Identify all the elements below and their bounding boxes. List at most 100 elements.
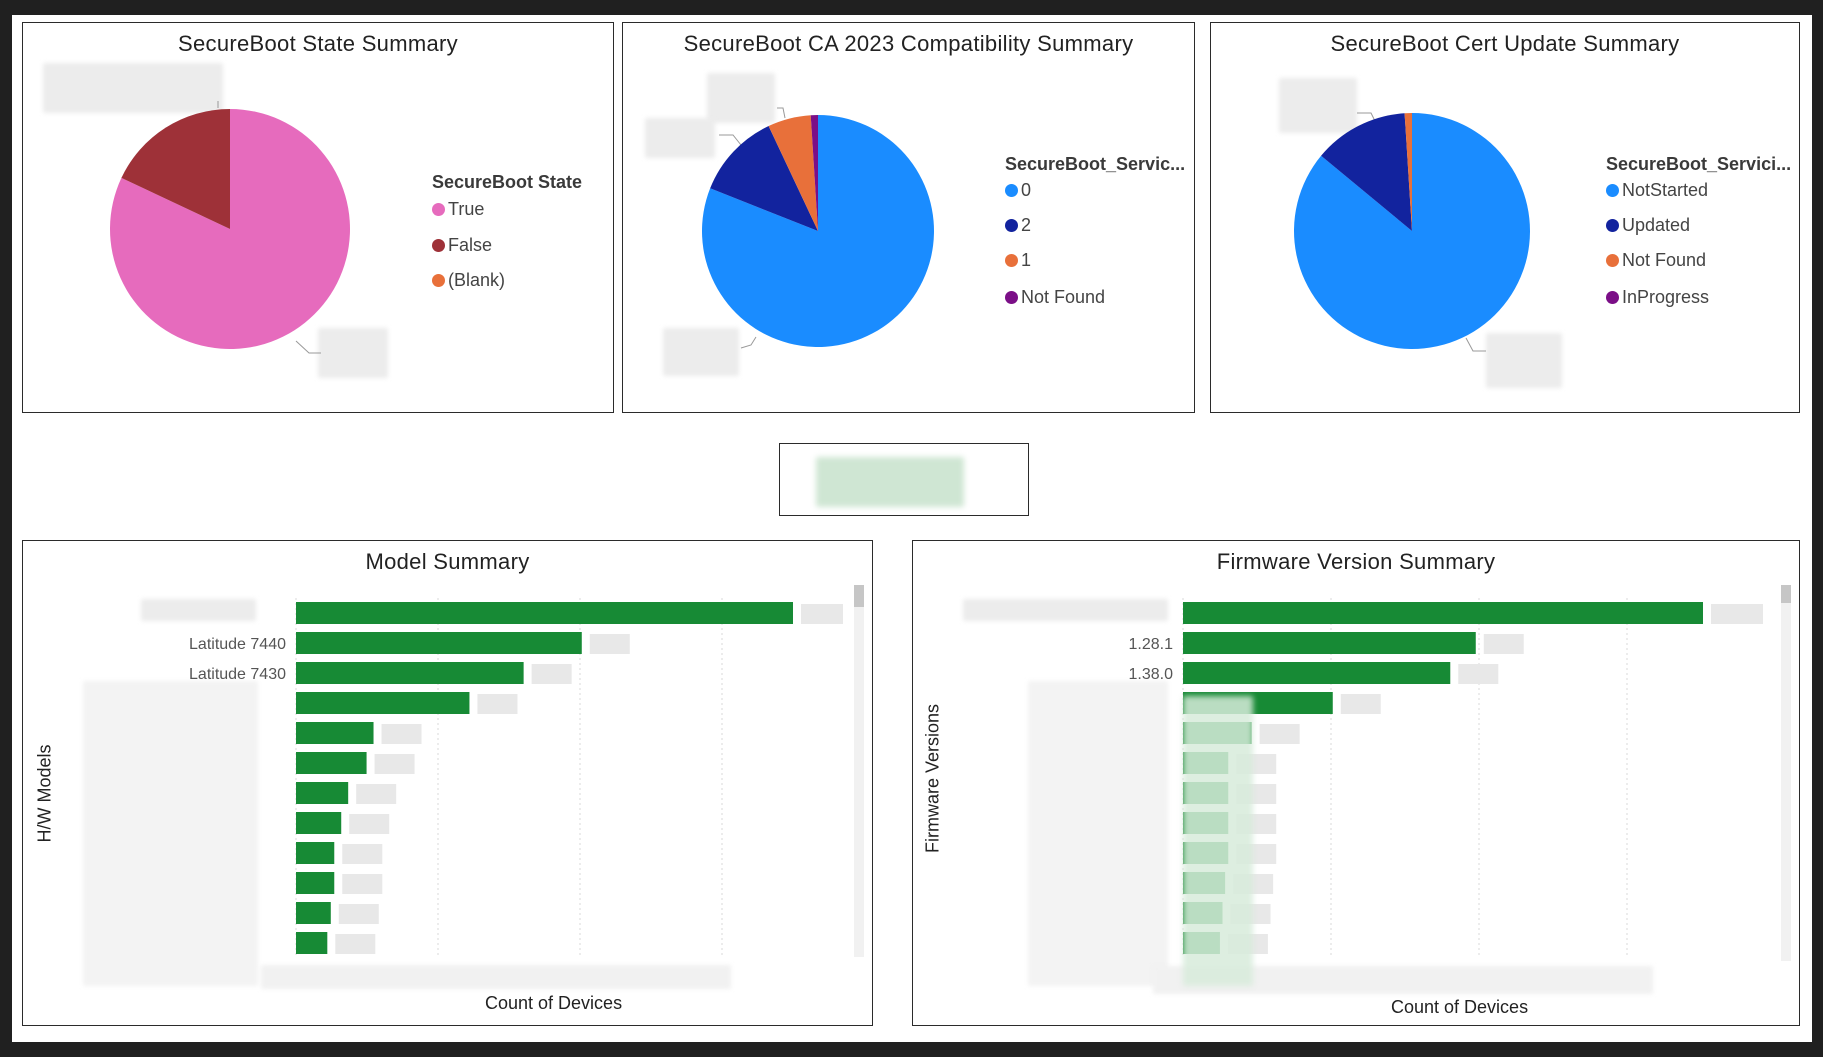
ca2023-compatibility-panel[interactable]: SecureBoot CA 2023 Compatibility Summary… xyxy=(622,22,1195,413)
model-summary-panel[interactable]: Model Summary H/W Models Count of Device… xyxy=(22,540,873,1026)
legend-label: Not Found xyxy=(1622,250,1707,270)
redacted-label xyxy=(1486,333,1562,388)
legend-item-0[interactable]: 0 xyxy=(1005,180,1031,201)
legend-marker xyxy=(1005,254,1018,267)
pie-slice-0[interactable] xyxy=(702,115,934,348)
bar[interactable] xyxy=(1183,602,1703,624)
redacted-data-label xyxy=(1340,694,1381,714)
legend-item-true[interactable]: True xyxy=(432,199,484,220)
x-axis-title: Count of Devices xyxy=(485,993,623,1013)
redacted-label xyxy=(1279,78,1357,133)
leader-line xyxy=(295,340,321,354)
scroll-thumb[interactable] xyxy=(854,585,864,607)
pie-slice-false[interactable] xyxy=(121,109,230,229)
pie-chart-2 xyxy=(702,107,934,349)
redacted-category-labels xyxy=(141,599,256,621)
category-label: Latitude 7430 xyxy=(189,666,286,683)
legend-marker xyxy=(1606,184,1619,197)
legend-title: SecureBoot_Servic... xyxy=(1005,154,1186,174)
legend-label: True xyxy=(448,199,485,219)
redacted-data-label xyxy=(356,784,397,804)
redacted-data-label xyxy=(1483,634,1524,654)
redacted-category-labels xyxy=(963,599,1168,621)
legend-marker xyxy=(432,239,445,252)
bar[interactable] xyxy=(296,902,331,924)
redacted-data-label xyxy=(349,814,390,834)
legend-item-updated[interactable]: Updated xyxy=(1606,215,1690,236)
cert-update-panel[interactable]: SecureBoot Cert Update Summary SecureBoo… xyxy=(1210,22,1800,413)
redacted-label xyxy=(43,63,223,113)
legend-marker xyxy=(432,274,445,287)
legend-item-2[interactable]: 2 xyxy=(1005,215,1031,236)
x-axis-title: Count of Devices xyxy=(1391,997,1529,1017)
pie-slice-1[interactable] xyxy=(768,115,818,231)
legend-label: 0 xyxy=(1021,180,1032,200)
category-label: Latitude 7440 xyxy=(189,636,286,653)
center-card[interactable] xyxy=(779,443,1029,516)
secureboot-state-panel[interactable]: SecureBoot State Summary SecureBoot Stat… xyxy=(22,22,614,413)
bar[interactable] xyxy=(1183,632,1476,654)
pie-chart-1 xyxy=(110,101,351,354)
legend-label: Updated xyxy=(1622,215,1691,235)
legend-label: 1 xyxy=(1021,250,1032,270)
bar[interactable] xyxy=(296,872,335,894)
pie-slice-not-found[interactable] xyxy=(810,115,818,231)
redacted-label xyxy=(663,328,739,376)
redacted-data-label xyxy=(374,754,415,774)
legend-marker xyxy=(1005,184,1018,197)
firmware-scrollbar[interactable] xyxy=(1781,585,1791,961)
legend-marker xyxy=(432,203,445,216)
bar[interactable] xyxy=(296,842,335,864)
bar[interactable] xyxy=(296,662,524,684)
pie-slice-2[interactable] xyxy=(710,126,818,231)
bar[interactable] xyxy=(296,692,470,714)
cert-update-title: SecureBoot Cert Update Summary xyxy=(1330,31,1680,56)
redacted-data-label xyxy=(1458,664,1499,684)
category-label: 1.28.1 xyxy=(1129,636,1174,653)
pie-slice-not-found[interactable] xyxy=(1404,113,1412,231)
model-summary-title: Model Summary xyxy=(365,549,530,574)
leader-line xyxy=(719,134,742,146)
firmware-summary-panel[interactable]: Firmware Version Summary Firmware Versio… xyxy=(912,540,1800,1026)
redacted-data-label xyxy=(1711,604,1763,624)
legend-marker xyxy=(1606,291,1619,304)
category-label: 1.38.0 xyxy=(1129,666,1174,683)
redacted-data-label xyxy=(338,904,379,924)
redacted-category-labels xyxy=(83,681,258,986)
secureboot-state-title: SecureBoot State Summary xyxy=(178,31,458,56)
model-scrollbar[interactable] xyxy=(854,585,864,957)
legend-label: 2 xyxy=(1021,215,1032,235)
legend-label: Not Found xyxy=(1021,287,1106,307)
legend-marker xyxy=(1606,219,1619,232)
legend-item-not-found[interactable]: Not Found xyxy=(1005,287,1105,308)
bar[interactable] xyxy=(296,722,374,744)
bar[interactable] xyxy=(296,782,349,804)
legend-item-inprogress[interactable]: InProgress xyxy=(1606,287,1709,308)
bar[interactable] xyxy=(296,602,793,624)
legend-title: SecureBoot State xyxy=(432,172,583,192)
leader-line xyxy=(777,107,786,119)
bar[interactable] xyxy=(296,812,342,834)
leader-line xyxy=(1357,112,1376,122)
legend-item-1[interactable]: 1 xyxy=(1005,250,1031,271)
redacted-overlay xyxy=(1183,696,1253,986)
legend-label: False xyxy=(448,235,493,255)
legend-marker xyxy=(1606,254,1619,267)
redacted-data-label xyxy=(589,634,630,654)
scroll-thumb[interactable] xyxy=(1781,585,1791,603)
legend-marker xyxy=(1005,291,1018,304)
legend-item-false[interactable]: False xyxy=(432,235,492,256)
bar[interactable] xyxy=(296,632,582,654)
pie-slice-updated[interactable] xyxy=(1321,113,1412,231)
legend-item-blank[interactable]: (Blank) xyxy=(432,270,505,291)
legend-title: SecureBoot_Servici... xyxy=(1606,154,1792,174)
redacted-data-label xyxy=(1259,724,1300,744)
bar[interactable] xyxy=(296,752,367,774)
bar[interactable] xyxy=(1183,662,1451,684)
redacted-data-label xyxy=(477,694,518,714)
legend-item-not-found[interactable]: Not Found xyxy=(1606,250,1706,271)
bar[interactable] xyxy=(296,932,328,954)
legend-item-notstarted[interactable]: NotStarted xyxy=(1606,180,1708,201)
legend-label: (Blank) xyxy=(448,270,506,290)
redacted-data-label xyxy=(342,874,383,894)
